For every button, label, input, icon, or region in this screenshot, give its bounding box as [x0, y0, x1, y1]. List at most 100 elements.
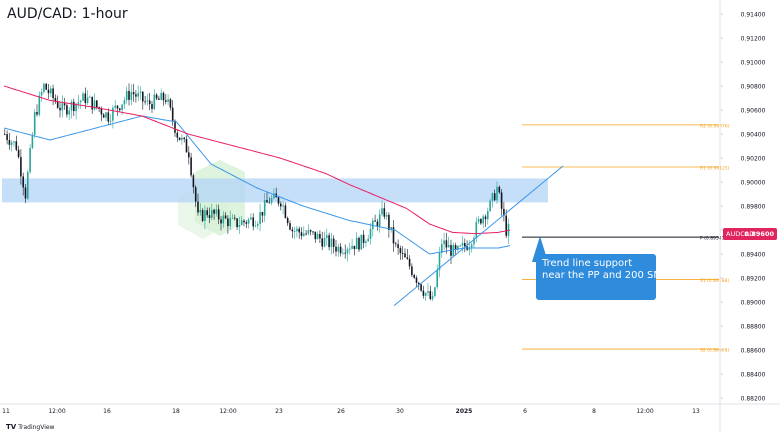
candle-body [473, 237, 475, 245]
candle-body [250, 217, 252, 220]
y-tick-label: 0.88800 [741, 324, 766, 331]
candle-body [374, 220, 376, 222]
candle-body [332, 238, 335, 247]
candle-body [441, 244, 443, 253]
annotation-callout: Trend line support near the PP and 200 S… [536, 254, 669, 300]
candle-body [309, 230, 312, 232]
candle-body [178, 137, 181, 141]
candle-body [289, 223, 291, 230]
candle-body [482, 216, 484, 224]
candle-body [142, 91, 144, 102]
candle-body [263, 200, 266, 216]
candle-body [192, 175, 195, 188]
candle-body [116, 105, 119, 109]
candle-body [33, 112, 36, 135]
candle-body [56, 101, 59, 108]
candle-body [500, 192, 503, 209]
candle-body [470, 244, 473, 248]
candle-body [183, 137, 185, 140]
candle-body [254, 225, 257, 227]
y-tick-label: 0.88200 [741, 396, 766, 403]
candle-body [181, 137, 183, 141]
candle-body [477, 219, 480, 222]
candle-body [75, 103, 77, 112]
candle-body [461, 243, 464, 246]
candle-body [300, 232, 303, 236]
candle-body [383, 208, 386, 217]
candle-body [27, 172, 29, 199]
candle-body [337, 246, 340, 252]
candle-body [197, 201, 199, 213]
candle-body [82, 93, 84, 101]
candle-body [66, 105, 68, 115]
candle-body [319, 233, 321, 239]
candle-body [114, 105, 116, 108]
sma-100-line [3, 115, 511, 255]
y-tick-label: 0.91000 [741, 60, 766, 67]
candle-body [321, 238, 323, 247]
candle-body [89, 96, 91, 98]
candle-body [360, 234, 363, 250]
x-tick-label: 2025 [456, 408, 473, 415]
candle-body [36, 112, 38, 115]
candle-body [390, 227, 392, 231]
candle-body [151, 104, 153, 109]
candle-body [194, 187, 197, 202]
candle-body [438, 252, 441, 271]
candle-body [291, 229, 294, 232]
candle-body [422, 290, 425, 296]
candle-body [227, 218, 229, 227]
candle-body [273, 193, 275, 199]
candle-body [326, 235, 328, 238]
candle-body [148, 100, 151, 105]
candle-body [397, 244, 399, 249]
candle-body [296, 228, 298, 232]
candle-body [15, 141, 18, 150]
candle-body [119, 108, 121, 111]
candle-body [38, 95, 41, 115]
y-tick-label: 0.88400 [741, 372, 766, 379]
candle-body [418, 282, 420, 285]
candle-body [415, 277, 418, 283]
candle-body [344, 252, 346, 254]
candle-body [222, 215, 225, 224]
x-tick-label: 12:00 [219, 408, 236, 415]
candle-body [188, 152, 190, 158]
candle-body [491, 193, 494, 201]
candle-body [144, 101, 146, 103]
y-axis: 0.91400 0.91200 0.91000 0.90800 0.90600 0.904… [720, 12, 766, 403]
candle-body [91, 96, 93, 110]
candle-body [399, 248, 402, 254]
candle-body [445, 240, 448, 248]
tradingview-text: TradingView [18, 424, 55, 431]
candle-body [505, 215, 507, 236]
candle-body [128, 90, 130, 100]
tradingview-branding[interactable]: TV TradingView [6, 423, 54, 431]
candle-body [307, 230, 310, 234]
pivot-label: P (0.89541) [700, 236, 727, 242]
candle-body [314, 231, 317, 240]
candle-body [165, 100, 167, 102]
candle-body [411, 266, 413, 276]
chart-title: AUD/CAD: 1-hour [7, 6, 128, 22]
candle-body [259, 211, 261, 224]
candle-body [169, 99, 172, 108]
candle-body [266, 200, 268, 203]
candle-body [236, 218, 238, 228]
x-tick-label: 12:00 [48, 408, 65, 415]
candle-body [220, 219, 222, 224]
y-tick-label: 0.90200 [741, 156, 766, 163]
y-tick-label: 0.90800 [741, 84, 766, 91]
x-tick-label: 8 [592, 408, 596, 415]
candle-body [358, 237, 360, 250]
resistance-zone-band [2, 178, 548, 203]
candle-body [454, 245, 457, 250]
candle-body [346, 249, 349, 254]
candle-body [50, 88, 52, 94]
candle-body [464, 243, 466, 247]
candle-body [13, 141, 15, 143]
candle-body [305, 233, 307, 235]
candle-body [146, 100, 149, 102]
